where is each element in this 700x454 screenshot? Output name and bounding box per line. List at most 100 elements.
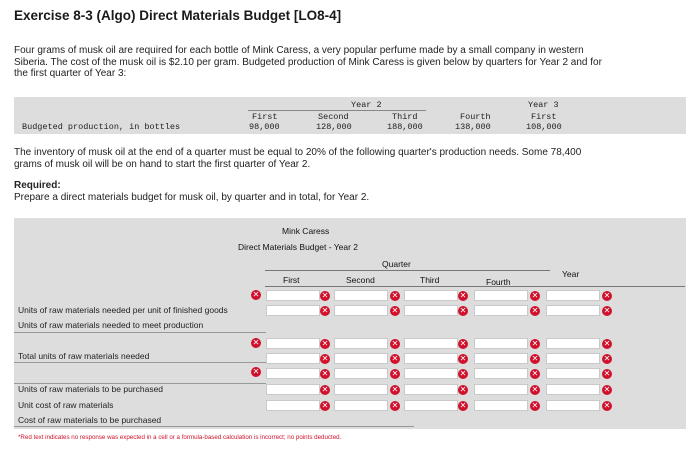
input-fourth-r5[interactable] [474, 368, 528, 379]
error-icon: ✕ [320, 339, 330, 349]
required-label: Required: [14, 180, 61, 191]
input-third-r2[interactable] [404, 305, 458, 316]
input-year-r7[interactable] [546, 400, 600, 411]
row-label-unit-cost: Unit cost of raw materials [18, 400, 114, 410]
error-icon: ✕ [458, 306, 468, 316]
production-table [14, 97, 686, 134]
input-fourth-r7[interactable] [474, 400, 528, 411]
col-third: Third [420, 275, 440, 285]
input-second-r6[interactable] [334, 384, 388, 395]
year3-header: Year 3 [528, 100, 559, 110]
input-fourth-r4[interactable] [474, 353, 528, 364]
input-second-r4[interactable] [334, 353, 388, 364]
input-third-r3[interactable] [404, 338, 458, 349]
error-icon: ✕ [602, 339, 612, 349]
intro-line: Four grams of musk oil are required for … [14, 45, 584, 56]
error-icon: ✕ [458, 354, 468, 364]
input-year-r3[interactable] [546, 338, 600, 349]
input-third-r6[interactable] [404, 384, 458, 395]
budget-company: Mink Caress [282, 226, 330, 236]
input-third-r7[interactable] [404, 400, 458, 411]
production-value: 128,000 [316, 122, 352, 132]
row-label-units-needed: Units of raw materials needed to meet pr… [18, 320, 204, 330]
quarter-rule [265, 270, 550, 271]
footnote: *Red text indicates no response was expe… [18, 434, 342, 441]
input-year-r1[interactable] [546, 290, 600, 301]
error-icon: ✕ [458, 291, 468, 301]
error-icon: ✕ [530, 354, 540, 364]
error-icon: ✕ [320, 354, 330, 364]
input-second-r1[interactable] [334, 290, 388, 301]
input-second-r5[interactable] [334, 368, 388, 379]
error-icon: ✕ [530, 306, 540, 316]
error-icon: ✕ [390, 291, 400, 301]
error-icon: ✕ [390, 369, 400, 379]
intro-paragraph: Four grams of musk oil are required for … [14, 45, 602, 80]
col-fourth: Fourth [486, 277, 511, 287]
error-icon: ✕ [390, 401, 400, 411]
production-value: 108,000 [526, 122, 562, 132]
input-first-r7[interactable] [266, 400, 320, 411]
error-icon: ✕ [458, 339, 468, 349]
input-first-r2[interactable] [266, 305, 320, 316]
input-first-r5[interactable] [266, 368, 320, 379]
input-first-r6[interactable] [266, 384, 320, 395]
quarter-header: Quarter [382, 259, 411, 269]
error-icon: ✕ [320, 385, 330, 395]
input-second-r3[interactable] [334, 338, 388, 349]
year2-rule [248, 110, 426, 111]
input-third-r4[interactable] [404, 353, 458, 364]
inventory-paragraph: The inventory of musk oil at the end of … [14, 147, 581, 170]
row-divider [14, 383, 266, 384]
error-icon: ✕ [530, 369, 540, 379]
error-icon: ✕ [602, 306, 612, 316]
row-label-cost-purchased: Cost of raw materials to be purchased [18, 415, 162, 425]
error-icon: ✕ [602, 369, 612, 379]
input-first-r1[interactable] [266, 290, 320, 301]
error-icon: ✕ [530, 339, 540, 349]
input-year-r6[interactable] [546, 384, 600, 395]
input-second-r2[interactable] [334, 305, 388, 316]
inventory-line: grams of musk oil will be on hand to sta… [14, 158, 311, 170]
error-icon: ✕ [251, 367, 261, 377]
col-header-fourth: Fourth [460, 112, 491, 122]
input-first-r3[interactable] [266, 338, 320, 349]
row-label-total-units: Total units of raw materials needed [18, 351, 150, 361]
row-label-units-purchased: Units of raw materials to be purchased [18, 384, 164, 394]
row-label-units-per-unit: Units of raw materials needed per unit o… [18, 305, 228, 315]
input-first-r4[interactable] [266, 353, 320, 364]
header-rule [265, 286, 685, 287]
production-value: 98,000 [249, 122, 280, 132]
intro-line: Siberia. The cost of the musk oil is $2.… [14, 56, 602, 68]
row-divider [14, 362, 266, 363]
input-year-r2[interactable] [546, 305, 600, 316]
budget-title: Direct Materials Budget - Year 2 [238, 242, 359, 252]
error-icon: ✕ [390, 385, 400, 395]
input-year-r4[interactable] [546, 353, 600, 364]
input-fourth-r2[interactable] [474, 305, 528, 316]
error-icon: ✕ [530, 401, 540, 411]
input-fourth-r1[interactable] [474, 290, 528, 301]
required-text: Prepare a direct materials budget for mu… [14, 192, 370, 203]
col-second: Second [346, 275, 375, 285]
error-icon: ✕ [390, 306, 400, 316]
col-first: First [283, 275, 300, 285]
input-third-r1[interactable] [404, 290, 458, 301]
error-icon: ✕ [602, 385, 612, 395]
input-year-r5[interactable] [546, 368, 600, 379]
intro-line: the first quarter of Year 3: [14, 68, 127, 79]
error-icon: ✕ [390, 339, 400, 349]
input-fourth-r6[interactable] [474, 384, 528, 395]
error-icon: ✕ [530, 385, 540, 395]
col-header-first: First [252, 112, 278, 122]
production-value: 138,000 [455, 122, 491, 132]
input-second-r7[interactable] [334, 400, 388, 411]
error-icon: ✕ [390, 354, 400, 364]
row-divider [14, 426, 414, 427]
inventory-line: The inventory of musk oil at the end of … [14, 147, 582, 158]
input-third-r5[interactable] [404, 368, 458, 379]
col-header-second: Second [318, 112, 349, 122]
error-icon: ✕ [458, 385, 468, 395]
input-fourth-r3[interactable] [474, 338, 528, 349]
col-header-third: Third [392, 112, 418, 122]
